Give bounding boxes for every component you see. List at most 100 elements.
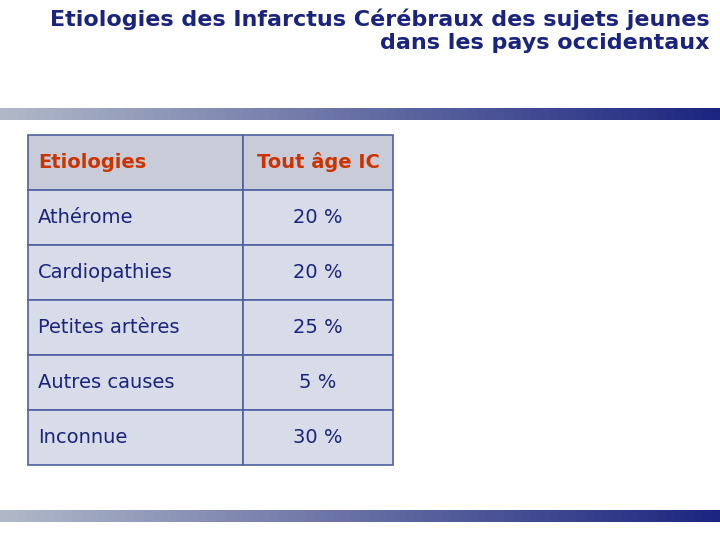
Bar (153, 510, 163, 522)
Bar (135, 108, 145, 120)
Bar (324, 108, 334, 120)
Bar (0, 108, 10, 120)
Bar (99, 108, 109, 120)
Bar (198, 510, 208, 522)
Bar (28, 135, 243, 190)
Bar (639, 510, 649, 522)
Bar (28, 190, 243, 245)
Bar (135, 510, 145, 522)
Bar (576, 108, 586, 120)
Bar (162, 510, 172, 522)
Bar (216, 108, 226, 120)
Bar (28, 410, 243, 465)
Bar (27, 108, 37, 120)
Bar (63, 510, 73, 522)
Bar (378, 108, 388, 120)
Bar (594, 108, 604, 120)
Bar (198, 108, 208, 120)
Bar (450, 510, 460, 522)
Bar (36, 108, 46, 120)
Bar (603, 510, 613, 522)
Bar (243, 410, 393, 465)
Bar (18, 510, 28, 522)
Bar (81, 108, 91, 120)
Bar (630, 108, 640, 120)
Bar (189, 108, 199, 120)
Bar (549, 510, 559, 522)
Bar (684, 510, 694, 522)
Bar (27, 510, 37, 522)
Text: Athérome: Athérome (38, 208, 133, 227)
Bar (387, 108, 397, 120)
Bar (351, 510, 361, 522)
Bar (342, 108, 352, 120)
Text: 20 %: 20 % (293, 208, 343, 227)
Bar (405, 108, 415, 120)
Bar (279, 510, 289, 522)
Bar (234, 510, 244, 522)
Bar (261, 108, 271, 120)
Bar (423, 510, 433, 522)
Bar (108, 510, 118, 522)
Bar (28, 245, 243, 300)
Bar (414, 108, 424, 120)
Bar (90, 510, 100, 522)
Bar (9, 510, 19, 522)
Bar (297, 108, 307, 120)
Bar (711, 108, 720, 120)
Bar (243, 190, 393, 245)
Bar (117, 108, 127, 120)
Bar (54, 108, 64, 120)
Bar (225, 108, 235, 120)
Bar (423, 108, 433, 120)
Bar (477, 510, 487, 522)
Bar (225, 510, 235, 522)
Bar (45, 510, 55, 522)
Bar (333, 108, 343, 120)
Bar (153, 108, 163, 120)
Bar (612, 510, 622, 522)
Bar (207, 510, 217, 522)
Bar (495, 108, 505, 120)
Bar (270, 108, 280, 120)
Bar (486, 510, 496, 522)
Text: Tout âge IC: Tout âge IC (256, 152, 379, 172)
Bar (9, 108, 19, 120)
Bar (90, 108, 100, 120)
Bar (378, 510, 388, 522)
Bar (243, 245, 393, 300)
Bar (333, 510, 343, 522)
Bar (117, 510, 127, 522)
Bar (441, 510, 451, 522)
Text: Etiologies des Infarctus Cérébraux des sujets jeunes
dans les pays occidentaux: Etiologies des Infarctus Cérébraux des s… (50, 8, 710, 53)
Bar (0, 510, 10, 522)
Bar (675, 108, 685, 120)
Bar (180, 108, 190, 120)
Bar (657, 108, 667, 120)
Bar (666, 108, 676, 120)
Bar (126, 510, 136, 522)
Bar (531, 510, 541, 522)
Bar (243, 510, 253, 522)
Bar (522, 108, 532, 120)
Bar (126, 108, 136, 120)
Bar (702, 108, 712, 120)
Bar (612, 108, 622, 120)
Bar (648, 510, 658, 522)
Bar (252, 510, 262, 522)
Bar (81, 510, 91, 522)
Bar (693, 510, 703, 522)
Bar (171, 108, 181, 120)
Text: 5 %: 5 % (300, 373, 337, 392)
Bar (603, 108, 613, 120)
Bar (144, 108, 154, 120)
Bar (486, 108, 496, 120)
Text: Cardiopathies: Cardiopathies (38, 263, 173, 282)
Bar (28, 355, 243, 410)
Bar (576, 510, 586, 522)
Bar (324, 510, 334, 522)
Bar (252, 108, 262, 120)
Bar (567, 510, 577, 522)
Bar (171, 510, 181, 522)
Bar (513, 510, 523, 522)
